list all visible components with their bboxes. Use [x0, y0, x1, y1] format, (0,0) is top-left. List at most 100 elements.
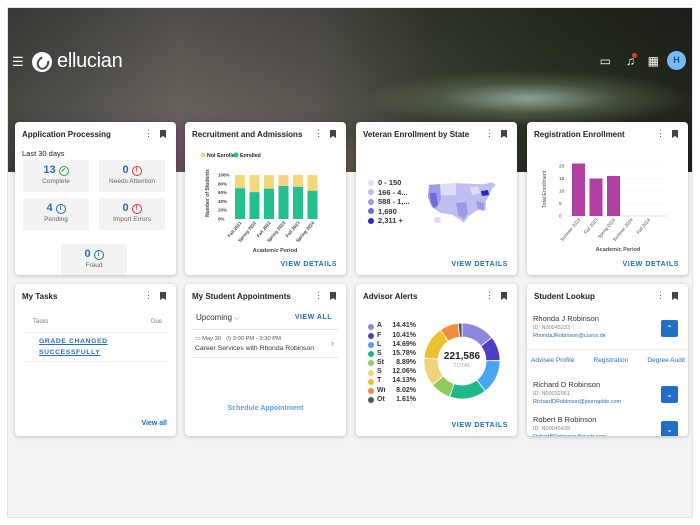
legend-swatch: [368, 189, 374, 196]
appointment-date: May 30: [202, 336, 222, 342]
student-actions: Advisee Profile Registration Degree Audi…: [527, 349, 688, 373]
bookmark-icon[interactable]: [672, 130, 678, 138]
bar-enrolled: [293, 186, 303, 219]
view-details-link[interactable]: VIEW DETAILS: [451, 261, 508, 268]
bookmark-icon[interactable]: [330, 292, 336, 300]
donut-legend: A 14.41% F 10.41% L 14.69% S 15.78% St 8.89% S 12.0…: [368, 322, 416, 405]
collapse-button[interactable]: ⌃: [661, 320, 678, 337]
legend-percent: 14.13%: [392, 377, 416, 385]
more-options-icon[interactable]: ⋮: [656, 128, 665, 138]
legend-label: F: [377, 331, 382, 339]
more-options-icon[interactable]: ⋮: [144, 290, 153, 300]
degree-audit-link[interactable]: Degree Audit: [647, 357, 685, 364]
legend-item: 588 - 1,...: [368, 197, 410, 207]
more-options-icon[interactable]: ⋮: [144, 128, 153, 138]
menu-icon[interactable]: ☰: [12, 54, 24, 69]
stat-pending[interactable]: 4 i Pending: [23, 198, 89, 230]
student-item[interactable]: Richard D Robinson ID: N00032961 RichardDR…: [527, 380, 688, 414]
student-item[interactable]: Rhonda J Robinson ID: N00045233 RhondaJRob…: [527, 314, 688, 348]
bookmark-icon[interactable]: [160, 292, 166, 300]
legend-label: S: [377, 349, 382, 357]
more-options-icon[interactable]: ⋮: [485, 290, 494, 300]
more-options-icon[interactable]: ⋮: [485, 128, 494, 138]
expand-button[interactable]: ⌄: [661, 386, 678, 403]
legend-item: F 10.41%: [368, 331, 416, 340]
apps-grid-icon[interactable]: ▦: [647, 54, 659, 68]
legend-swatch: [368, 397, 374, 404]
view-all-link[interactable]: View all: [141, 420, 167, 427]
student-id: ID: N00032961: [533, 391, 570, 397]
legend-swatch: [368, 332, 374, 339]
more-options-icon[interactable]: ⋮: [314, 128, 323, 138]
view-details-link[interactable]: VIEW DETAILS: [280, 261, 337, 268]
stat-label: Complete: [42, 178, 70, 185]
view-details-link[interactable]: VIEW DETAILS: [451, 422, 508, 429]
stat-complete[interactable]: 13 ✓ Complete: [23, 160, 89, 192]
legend-item: 166 - 4...: [368, 188, 410, 198]
student-email[interactable]: RhondaJRobinson@cuvox.de: [533, 333, 606, 339]
bookmark-icon[interactable]: [501, 292, 507, 300]
legend-label: 2,311 +: [378, 216, 403, 226]
card-application-processing: Application Processing ⋮ Last 30 days 13…: [15, 122, 176, 275]
student-item[interactable]: Robert B Robinson ID: N00045439 RobertBRob…: [527, 415, 688, 436]
bookmark-icon[interactable]: [330, 130, 336, 138]
legend-enrolled: Enrolled: [240, 153, 261, 159]
bar-registration: [572, 163, 585, 216]
bar-not-enrolled: [235, 175, 245, 189]
appointment-item[interactable]: ▭ May 30 ◷ 3:00 PM - 3:30 PM Career Serv…: [193, 329, 338, 358]
map-legend: 0 - 150 166 - 4... 588 - 1,... 1,690 2,311 +: [368, 178, 410, 226]
legend-label: 588 - 1,...: [378, 197, 410, 207]
bell-icon[interactable]: ♫: [626, 53, 637, 68]
filter-dropdown[interactable]: Upcoming ⌵: [196, 313, 240, 324]
bookmark-icon[interactable]: [501, 130, 507, 138]
legend-item: Ot 1.61%: [368, 396, 416, 405]
legend-label: 0 - 150: [378, 178, 402, 188]
more-options-icon[interactable]: ⋮: [656, 290, 665, 300]
view-all-link[interactable]: VIEW ALL: [294, 314, 332, 321]
us-choropleth-map[interactable]: [426, 179, 506, 229]
avatar[interactable]: H: [667, 51, 686, 70]
legend-item: S 12.06%: [368, 368, 416, 377]
task-row[interactable]: GRADE CHANGED SUCCESSFULLY: [25, 332, 168, 362]
schedule-appointment-link[interactable]: Schedule Appointment: [227, 405, 304, 412]
legend-item: S 15.78%: [368, 350, 416, 359]
more-options-icon[interactable]: ⋮: [314, 290, 323, 300]
y-tick-label: 100%: [218, 173, 230, 178]
filter-value: Upcoming: [196, 313, 233, 322]
legend-percent: 1.61%: [396, 395, 416, 403]
legend-not-enrolled: Not Enrolled: [207, 153, 238, 159]
student-name: Richard D Robinson: [533, 380, 601, 389]
bar-enrolled: [307, 190, 318, 219]
student-email[interactable]: RichardDRobinson@jourrapide.com: [533, 399, 622, 405]
calendar-icon: ▭: [195, 336, 201, 342]
view-details-link[interactable]: VIEW DETAILS: [622, 261, 679, 268]
y-tick-label: 0: [559, 214, 562, 220]
advisee-profile-link[interactable]: Advisee Profile: [531, 357, 575, 364]
stat-fraud[interactable]: 0 i Fraud: [61, 244, 127, 275]
logo[interactable]: ellucian: [32, 50, 123, 73]
period-label: Last 30 days: [22, 149, 65, 158]
legend-item: St 8.89%: [368, 359, 416, 368]
legend-label: S: [377, 368, 382, 376]
bookmark-icon[interactable]: [160, 130, 166, 138]
task-link[interactable]: SUCCESSFULLY: [39, 348, 101, 356]
y-axis-label: Total Enrollment: [542, 170, 548, 208]
stat-needs-attention[interactable]: 0! Needs Attention: [99, 160, 165, 192]
task-link[interactable]: GRADE CHANGED: [39, 338, 108, 345]
legend-percent: 8.02%: [396, 386, 416, 394]
registration-link[interactable]: Registration: [593, 357, 629, 364]
bookmark-icon[interactable]: [672, 292, 678, 300]
expand-button[interactable]: ⌄: [661, 421, 678, 436]
donut-slice: [457, 322, 463, 338]
bar-enrolled: [249, 192, 260, 219]
stat-import-errors[interactable]: 0! Import Errors: [99, 198, 165, 230]
legend-percent: 8.89%: [396, 359, 416, 367]
student-id: ID: N00045233: [533, 325, 570, 331]
card-title: Application Processing: [22, 130, 111, 139]
bar-not-enrolled: [293, 175, 303, 187]
y-tick-label: 80%: [218, 181, 227, 186]
calendar-icon[interactable]: ▭: [599, 54, 611, 68]
card-student-lookup: Student Lookup ⋮ Rhonda J Robinson ID: N0…: [527, 284, 688, 436]
stat-label: Fraud: [85, 262, 103, 269]
